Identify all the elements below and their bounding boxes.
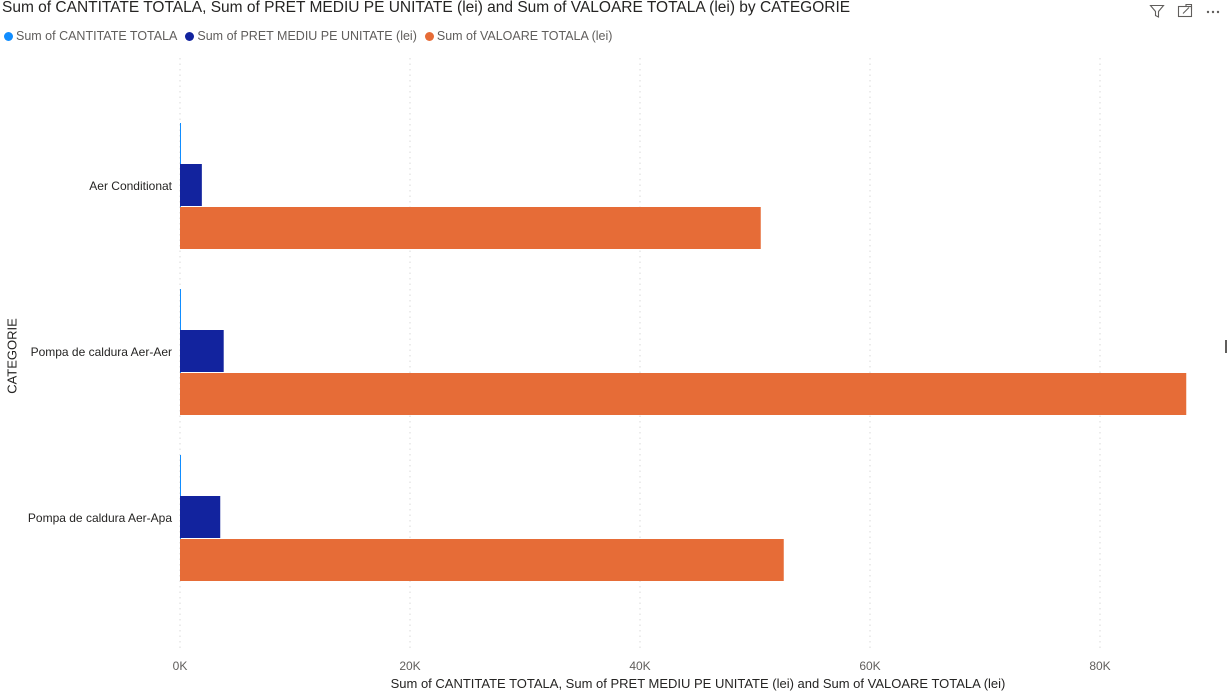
bar-pret	[180, 164, 202, 206]
y-category-label: Pompa de caldura Aer-Aer	[31, 345, 172, 359]
y-category-label: Pompa de caldura Aer-Apa	[28, 511, 172, 525]
legend-item-cantitate[interactable]: Sum of CANTITATE TOTALA	[4, 29, 177, 43]
visual-header-icons	[1148, 2, 1222, 20]
bar-pret	[180, 496, 221, 538]
legend-marker-cantitate	[4, 31, 13, 41]
legend-marker-pret	[185, 31, 195, 41]
x-tick-label: 20K	[399, 659, 420, 673]
y-category-label: Aer Conditionat	[89, 179, 172, 193]
chart-legend: Sum of CANTITATE TOTALA Sum of PRET MEDI…	[4, 29, 612, 43]
more-options-icon[interactable]	[1204, 2, 1222, 20]
x-axis-title: Sum of CANTITATE TOTALA, Sum of PRET MED…	[390, 676, 1006, 691]
bar-valoare	[180, 539, 784, 581]
x-tick-label: 60K	[859, 659, 880, 673]
bar-valoare	[180, 373, 1187, 415]
x-tick-label: 40K	[629, 659, 650, 673]
legend-label-valoare: Sum of VALOARE TOTALA (lei)	[436, 29, 613, 43]
legend-label-pret: Sum of PRET MEDIU PE UNITATE (lei)	[197, 29, 417, 43]
scroll-handle[interactable]	[1225, 340, 1227, 353]
x-tick-label: 80K	[1089, 659, 1110, 673]
focus-mode-icon[interactable]	[1176, 2, 1194, 20]
chart-title: Sum of CANTITATE TOTALA, Sum of PRET MED…	[2, 0, 851, 16]
legend-marker-valoare	[424, 31, 434, 41]
y-axis-title: CATEGORIE	[4, 318, 20, 394]
bar-valoare	[180, 207, 761, 249]
legend-label-cantitate: Sum of CANTITATE TOTALA	[16, 29, 178, 43]
legend-item-valoare[interactable]: Sum of VALOARE TOTALA (lei)	[424, 29, 613, 43]
x-tick-label: 0K	[173, 659, 188, 673]
bar-pret	[180, 330, 224, 372]
legend-item-pret[interactable]: Sum of PRET MEDIU PE UNITATE (lei)	[185, 29, 417, 43]
filter-icon[interactable]	[1148, 2, 1166, 20]
